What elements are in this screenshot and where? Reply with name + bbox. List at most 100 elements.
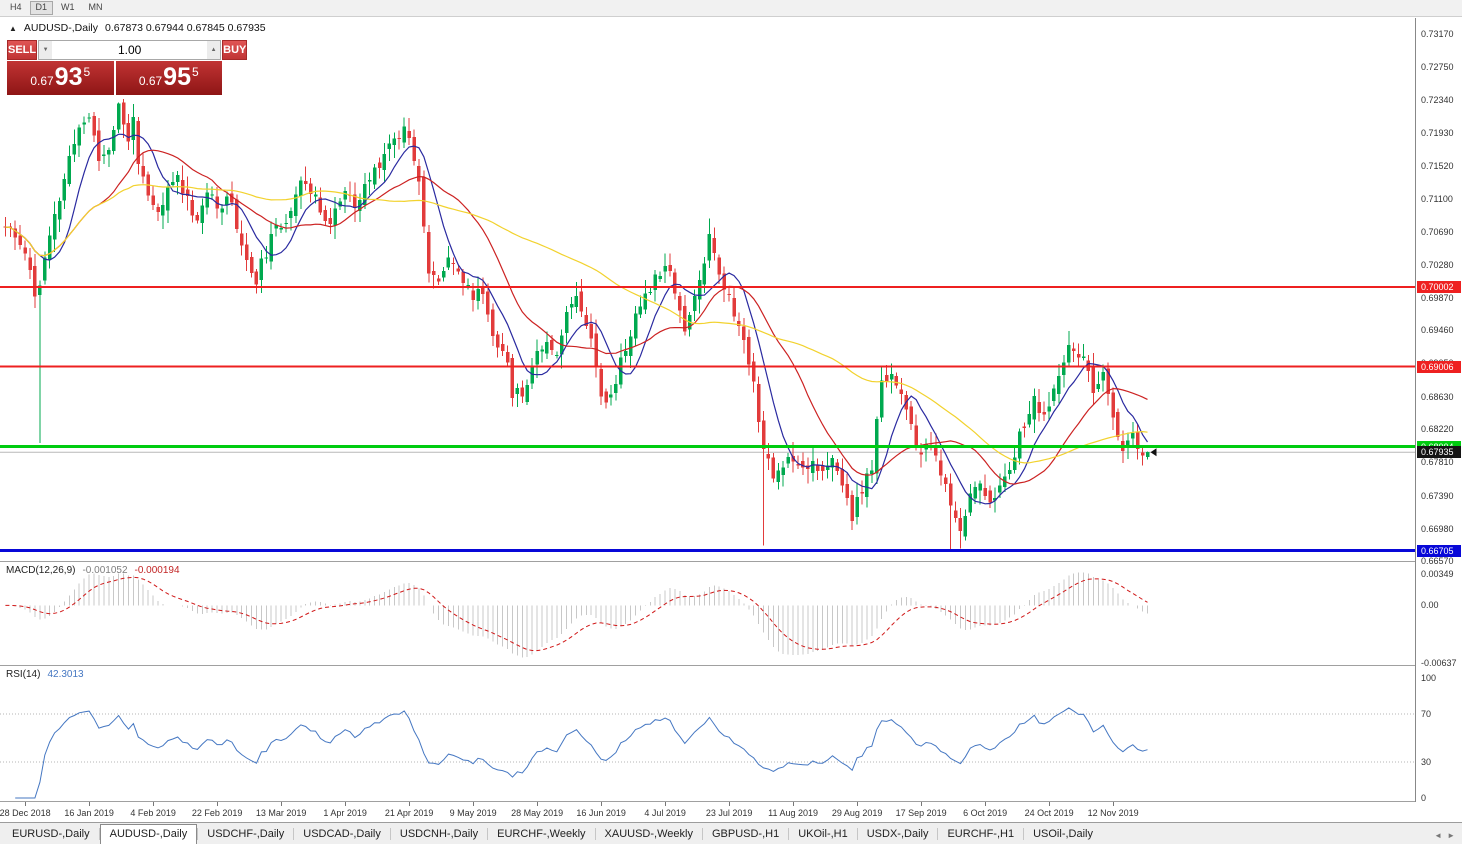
time-tick [281, 802, 283, 806]
price-tick: 0.71100 [1421, 194, 1453, 205]
time-label: 9 May 2019 [449, 808, 497, 818]
panel-separator[interactable] [0, 665, 1462, 666]
current-price-tag: 0.67935 [1417, 446, 1461, 459]
macd-signal-value: -0.000194 [134, 565, 180, 576]
time-tick [25, 802, 27, 806]
time-label: 6 Oct 2019 [963, 808, 1008, 818]
chart-symbol-period: AUDUSD-,Daily [23, 22, 99, 34]
price-tick: 0.71520 [1421, 160, 1454, 171]
sell-button[interactable]: SELL [7, 40, 38, 60]
price-tick: 0.67810 [1421, 457, 1454, 468]
volume-decrease-button[interactable]: ▼ [39, 41, 53, 59]
chart-window: 0.73170 0.72750 0.72340 0.71930 0.71520 0.711… [0, 18, 1462, 822]
time-label: 4 Feb 2019 [130, 808, 176, 818]
price-tick: 0.66570 [1421, 556, 1454, 567]
timeframe-button-w1[interactable]: W1 [61, 2, 75, 13]
chart-tab[interactable]: GBPUSD-,H1 [711, 828, 780, 840]
sell-price-main: 93 [54, 63, 83, 91]
tab-divider [701, 828, 703, 840]
time-tick [857, 802, 859, 806]
time-scale[interactable]: 28 Dec 2018 16 Jan 2019 4 Feb 2019 22 Feb 2… [0, 802, 1415, 822]
time-tick [89, 802, 91, 806]
tab-divider [293, 828, 295, 840]
chart-tab[interactable]: USOil-,Daily [1033, 828, 1093, 840]
timeframe-button-d1[interactable]: D1 [29, 1, 54, 15]
level-price-tag: 0.66705 [1417, 544, 1461, 557]
time-label: 12 Nov 2019 [1087, 808, 1139, 818]
chart-tab[interactable]: AUDUSD-,Daily [99, 824, 198, 844]
rsi-tick: 30 [1421, 757, 1432, 767]
time-label: 24 Oct 2019 [1024, 808, 1074, 818]
time-tick [601, 802, 603, 806]
tab-divider [594, 828, 596, 840]
time-label: 17 Sep 2019 [895, 808, 947, 818]
sell-price-prefix: 0.67 [30, 74, 54, 88]
timeframe-button-h4[interactable]: H4 [10, 2, 22, 13]
time-tick [409, 802, 411, 806]
volume-increase-button[interactable]: ▲ [207, 41, 221, 59]
chart-tab[interactable]: UKOil-,H1 [798, 828, 848, 840]
tab-divider [98, 828, 100, 840]
chart-tab[interactable]: XAUUSD-,Weekly [604, 828, 693, 840]
tab-divider [1023, 828, 1025, 840]
price-scale[interactable]: 0.73170 0.72750 0.72340 0.71930 0.71520 0.711… [1415, 18, 1462, 803]
price-tick: 0.71930 [1421, 127, 1454, 138]
macd-indicator-canvas[interactable] [0, 562, 1415, 665]
tabs-scroll-left-icon[interactable]: ◄ [1434, 831, 1443, 840]
time-label: 21 Apr 2019 [384, 808, 434, 818]
timeframe-button-mn[interactable]: MN [88, 2, 103, 13]
time-label: 28 Dec 2018 [0, 808, 51, 818]
panel-separator[interactable] [0, 561, 1462, 562]
price-chart-canvas[interactable] [0, 18, 1415, 561]
macd-tick: 0.00 [1421, 600, 1439, 611]
time-tick [537, 802, 539, 806]
tabs-scroll-right-icon[interactable]: ► [1447, 831, 1455, 840]
rsi-tick: 70 [1421, 709, 1432, 719]
chart-icon: ▲ [9, 23, 17, 33]
time-tick [921, 802, 923, 806]
chart-tab[interactable]: EURUSD-,Daily [12, 828, 90, 840]
price-tick: 0.67390 [1421, 490, 1454, 501]
time-tick [1113, 802, 1115, 806]
time-label: 13 Mar 2019 [255, 808, 307, 818]
chart-tabs-bar: EURUSD-,Daily AUDUSD-,Daily USDCHF-,Daily U… [0, 822, 1462, 844]
chart-tab[interactable]: USDCNH-,Daily [399, 828, 479, 840]
time-label: 28 May 2019 [511, 808, 564, 818]
time-label: 23 Jul 2019 [705, 808, 753, 818]
time-tick [985, 802, 987, 806]
buy-price-display[interactable]: 0.67 95 5 [115, 61, 222, 95]
timeframe-toolbar: H4 D1 W1 MN [0, 0, 1462, 17]
time-tick [217, 802, 219, 806]
level-price-tag: 0.69006 [1417, 360, 1461, 373]
time-tick [345, 802, 347, 806]
tab-divider [389, 828, 391, 840]
sell-price-display[interactable]: 0.67 93 5 [7, 61, 114, 95]
rsi-indicator-canvas[interactable] [0, 666, 1415, 801]
buy-price-main: 95 [163, 63, 191, 91]
chart-tab[interactable]: USDX-,Daily [866, 828, 929, 840]
tab-divider [856, 828, 858, 840]
buy-price-pip: 5 [191, 65, 199, 79]
panel-separator[interactable] [0, 801, 1462, 802]
time-tick [153, 802, 155, 806]
tab-divider [197, 828, 199, 840]
chart-ohlc: 0.67873 0.67944 0.67845 0.67935 [105, 22, 266, 34]
volume-input[interactable] [52, 41, 208, 59]
time-tick [473, 802, 475, 806]
time-tick [729, 802, 731, 806]
time-tick [1049, 802, 1051, 806]
time-label: 16 Jan 2019 [64, 808, 114, 818]
chart-tab[interactable]: USDCAD-,Daily [303, 828, 381, 840]
tab-scroll-arrows: ◄ ► [1434, 831, 1455, 840]
macd-label: MACD(12,26,9) -0.001052 -0.000194 [6, 565, 180, 576]
rsi-tick: 100 [1421, 673, 1437, 683]
chart-tab[interactable]: EURCHF-,H1 [947, 828, 1015, 840]
buy-button[interactable]: BUY [222, 40, 248, 60]
macd-name: MACD(12,26,9) [6, 565, 76, 576]
price-tick: 0.72750 [1421, 62, 1454, 73]
macd-tick: -0.00637 [1421, 657, 1457, 668]
chart-tab[interactable]: EURCHF-,Weekly [497, 828, 586, 840]
time-tick [665, 802, 667, 806]
time-label: 1 Apr 2019 [323, 808, 367, 818]
chart-tab[interactable]: USDCHF-,Daily [207, 828, 285, 840]
